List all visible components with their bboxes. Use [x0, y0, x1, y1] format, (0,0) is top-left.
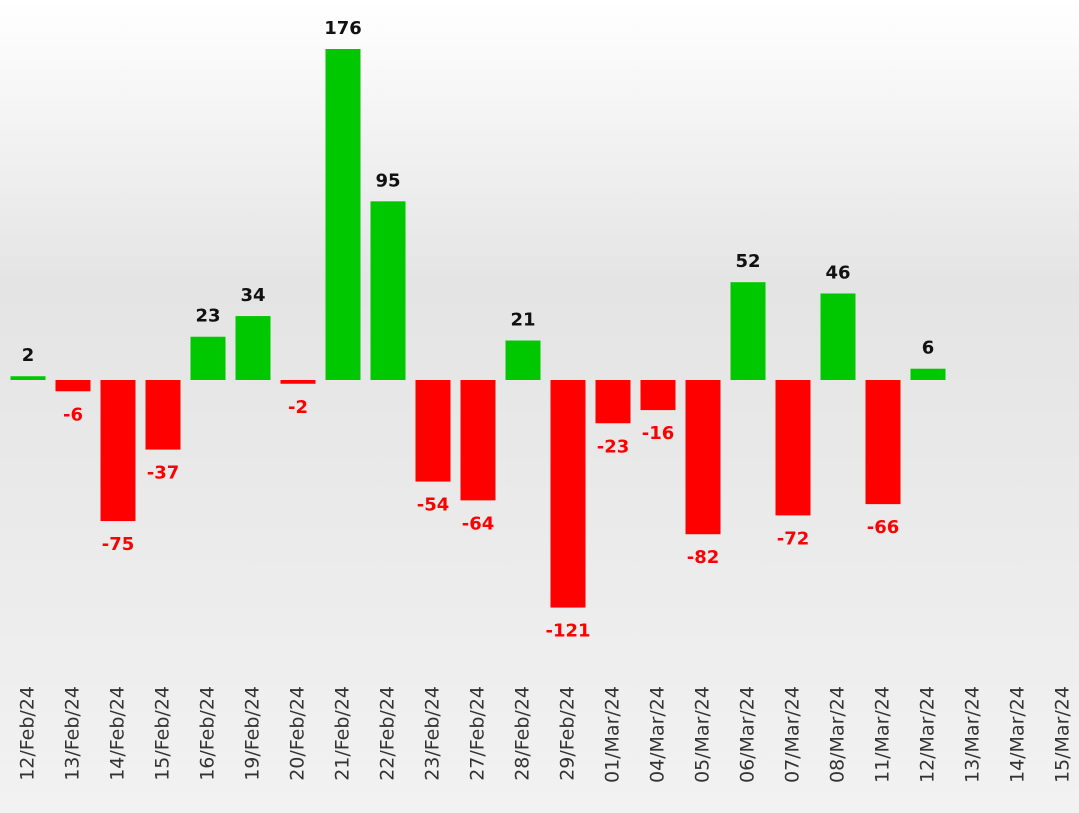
- x-tick-label: 01/Mar/24: [602, 686, 624, 783]
- x-tick-label: 19/Feb/24: [242, 686, 264, 781]
- x-tick-label: 27/Feb/24: [467, 686, 489, 781]
- x-tick-label: 14/Mar/24: [1007, 686, 1029, 783]
- x-tick-label: 05/Mar/24: [692, 686, 714, 783]
- value-label: -23: [597, 436, 630, 457]
- value-label: 52: [735, 251, 760, 272]
- x-tick-label: 28/Feb/24: [512, 686, 534, 781]
- bar: [100, 380, 136, 522]
- value-label: -64: [462, 513, 495, 534]
- bar: [145, 380, 181, 450]
- x-tick-label: 23/Feb/24: [422, 686, 444, 781]
- x-tick-label: 07/Mar/24: [782, 686, 804, 783]
- bar: [325, 49, 361, 380]
- bar: [775, 380, 811, 516]
- value-label: 23: [195, 306, 220, 327]
- x-tick-label: 06/Mar/24: [737, 686, 759, 783]
- value-label: 46: [825, 262, 850, 283]
- bar: [55, 380, 91, 392]
- x-tick-label: 14/Feb/24: [107, 686, 129, 781]
- x-tick-label: 13/Feb/24: [62, 686, 84, 781]
- value-label: -2: [288, 397, 308, 418]
- x-tick-label: 20/Feb/24: [287, 686, 309, 781]
- bar: [730, 282, 766, 380]
- x-tick-label: 16/Feb/24: [197, 686, 219, 781]
- bar: [550, 380, 586, 608]
- bar: [640, 380, 676, 411]
- value-label: 6: [922, 338, 935, 359]
- value-label: -16: [642, 423, 675, 444]
- bar: [820, 293, 856, 380]
- x-tick-label: 08/Mar/24: [827, 686, 849, 783]
- x-tick-label: 15/Feb/24: [152, 686, 174, 781]
- value-label: -121: [545, 621, 590, 642]
- value-label: -82: [687, 547, 720, 568]
- x-tick-label: 21/Feb/24: [332, 686, 354, 781]
- x-tick-label: 13/Mar/24: [962, 686, 984, 783]
- value-label: 34: [240, 285, 265, 306]
- bar: [10, 376, 46, 380]
- value-label: -66: [867, 517, 900, 538]
- bar: [505, 340, 541, 380]
- x-tick-label: 12/Feb/24: [17, 686, 39, 781]
- value-label: -37: [147, 463, 180, 484]
- bar: [280, 380, 316, 384]
- x-tick-label: 15/Mar/24: [1052, 686, 1074, 783]
- x-tick-label: 11/Mar/24: [872, 686, 894, 783]
- bar: [910, 368, 946, 380]
- value-label: -6: [63, 404, 83, 425]
- x-tick-label: 29/Feb/24: [557, 686, 579, 781]
- value-label: 176: [324, 18, 362, 39]
- value-label: -54: [417, 495, 450, 516]
- value-label: 95: [375, 170, 400, 191]
- bar: [190, 336, 226, 380]
- value-label: 21: [510, 310, 535, 331]
- bar: [370, 201, 406, 380]
- bar: [415, 380, 451, 482]
- bar: [595, 380, 631, 424]
- bar: [685, 380, 721, 535]
- x-tick-label: 22/Feb/24: [377, 686, 399, 781]
- x-tick-label: 04/Mar/24: [647, 686, 669, 783]
- bar: [460, 380, 496, 501]
- value-label: -72: [777, 528, 810, 549]
- value-label: -75: [102, 534, 135, 555]
- bar: [235, 316, 271, 380]
- bar: [865, 380, 901, 505]
- x-tick-label: 12/Mar/24: [917, 686, 939, 783]
- value-label: 2: [22, 345, 35, 366]
